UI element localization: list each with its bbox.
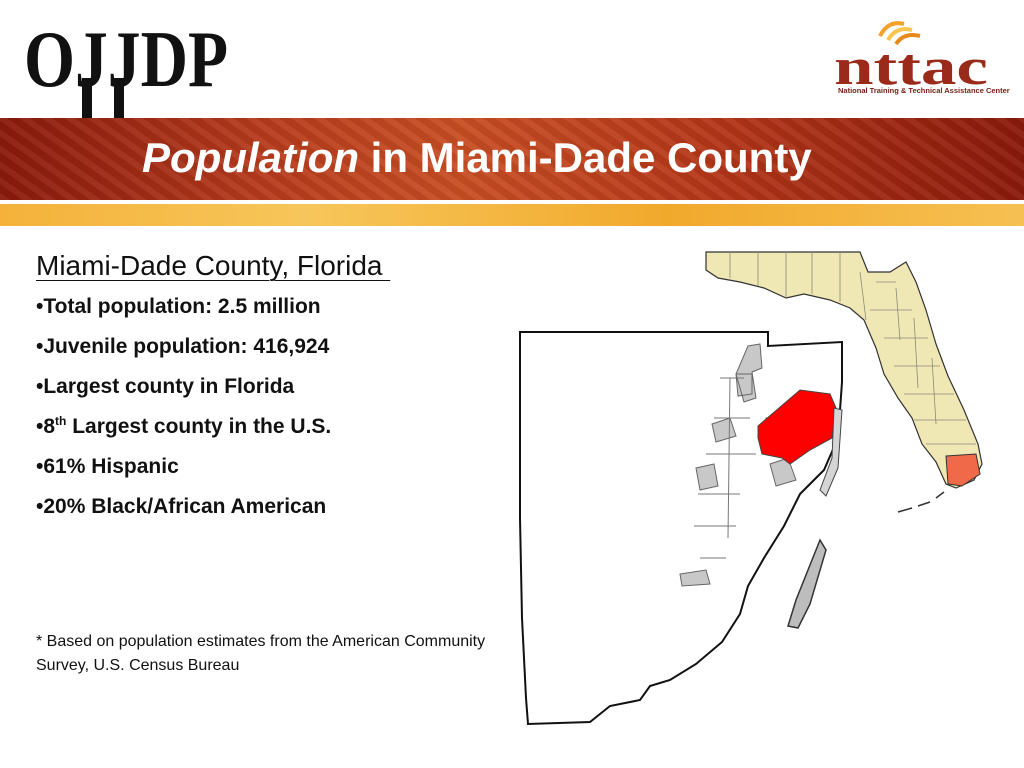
fact-juvenile-population: •Juvenile population: 416,924 <box>36 335 330 358</box>
nttac-logo: nttac <box>834 21 988 96</box>
ojjdp-logo-text: OJJDP <box>24 16 228 104</box>
footnote: * Based on population estimates from the… <box>36 633 486 674</box>
highlighted-area <box>757 389 837 465</box>
title-rest: in Miami-Dade County <box>358 134 812 181</box>
title-emphasis: Population <box>142 134 359 181</box>
nttac-logo-text: nttac <box>834 39 988 96</box>
nttac-subtitle: National Training & Technical Assistance… <box>838 86 1010 95</box>
municipal-grid <box>694 377 756 559</box>
fact-largest-us: •8th Largest county in the U.S. <box>36 414 332 438</box>
miami-dade-map <box>519 331 843 726</box>
title-band <box>0 118 1024 200</box>
county-lines <box>729 252 976 445</box>
barrier-island <box>819 407 843 497</box>
fact-largest-florida: •Largest county in Florida <box>36 375 295 398</box>
ojjdp-logo: OJJDP <box>24 16 228 124</box>
county-subheading: Miami-Dade County, Florida <box>36 250 391 281</box>
coast-island <box>787 538 827 629</box>
fact-black: •20% Black/African American <box>36 495 327 518</box>
slide-title: Population in Miami-Dade County <box>142 134 812 182</box>
florida-outline <box>705 251 983 489</box>
gold-band <box>0 204 1024 226</box>
fact-hispanic: •61% Hispanic <box>36 455 179 478</box>
fact-total-population: •Total population: 2.5 million <box>36 295 321 318</box>
miami-dade-county-highlight <box>945 453 981 487</box>
florida-map <box>705 251 983 513</box>
fact-list: •Total population: 2.5 million •Juvenile… <box>36 290 331 530</box>
florida-keys <box>897 491 945 513</box>
